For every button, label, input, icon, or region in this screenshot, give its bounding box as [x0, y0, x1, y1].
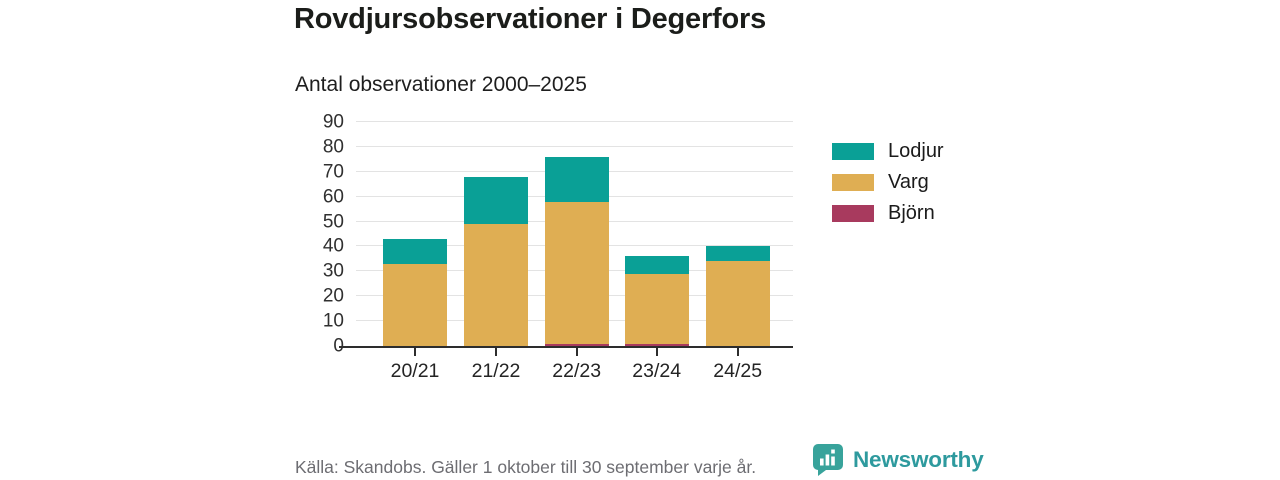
brand-name: Newsworthy — [853, 447, 984, 472]
x-axis-tick — [414, 348, 416, 356]
x-axis-tick — [736, 348, 739, 356]
y-tick-label: 30 — [322, 260, 344, 282]
x-tick-label: 23/24 — [632, 360, 682, 382]
bar-segment-björn — [624, 343, 689, 346]
legend-label: Varg — [888, 170, 929, 193]
y-tick-label: 70 — [322, 161, 344, 183]
x-tick-label: 22/23 — [552, 360, 602, 382]
y-tick-label: 90 — [322, 111, 344, 133]
legend-label: Björn — [888, 201, 935, 224]
bar-segment-lodjur — [705, 246, 770, 262]
y-tick-label: 60 — [322, 186, 344, 208]
gridline — [356, 121, 793, 122]
bar-segment-björn — [544, 343, 609, 346]
x-tick-label: 21/22 — [471, 360, 521, 382]
bar-segment-lodjur — [464, 176, 528, 225]
chart-subtitle: Antal observationer 2000–2025 — [295, 73, 587, 96]
legend-row: Lodjur — [832, 139, 944, 162]
y-tick-label: 20 — [322, 285, 344, 307]
legend-row: Björn — [832, 201, 944, 224]
bar-segment-varg — [383, 263, 447, 346]
x-tick-label: 20/21 — [390, 360, 440, 382]
x-axis-line — [339, 346, 793, 348]
bar-23/24 — [624, 256, 689, 346]
bar-segment-lodjur — [383, 239, 447, 264]
bar-segment-lodjur — [624, 256, 689, 274]
bar-segment-varg — [624, 273, 689, 344]
y-tick-label: 80 — [322, 136, 344, 158]
legend-row: Varg — [832, 170, 944, 193]
bar-segment-lodjur — [544, 156, 609, 202]
y-tick-label: 40 — [322, 235, 344, 257]
bar-22/23 — [544, 156, 609, 346]
bar-21/22 — [464, 176, 528, 346]
gridline — [356, 145, 793, 147]
x-axis-tick — [575, 348, 578, 356]
bar-24/25 — [705, 246, 770, 346]
y-tick-label: 10 — [322, 310, 344, 332]
bar-segment-varg — [464, 224, 528, 346]
page-title: Rovdjursobservationer i Degerfors — [294, 3, 767, 35]
brand-logo: Newsworthy — [813, 444, 984, 476]
plot-area: 20/21 21/22 22/23 23/24 24/25 — [339, 121, 793, 382]
x-axis-tick — [495, 348, 497, 356]
bar-segment-varg — [705, 261, 770, 346]
x-axis-tick — [655, 348, 658, 356]
newsworthy-icon — [813, 444, 843, 476]
y-tick-label: 0 — [286, 337, 344, 356]
y-tick-label: 50 — [322, 211, 344, 233]
source-note: Källa: Skandobs. Gäller 1 oktober till 3… — [295, 457, 757, 477]
legend-swatch — [832, 204, 874, 222]
x-tick-label: 24/25 — [713, 360, 763, 382]
legend-label: Lodjur — [888, 139, 944, 162]
bar-20/21 — [383, 239, 447, 346]
legend-swatch — [832, 173, 874, 191]
legend: Lodjur Varg Björn — [832, 139, 944, 234]
bar-segment-varg — [544, 201, 609, 344]
legend-swatch — [832, 142, 874, 160]
